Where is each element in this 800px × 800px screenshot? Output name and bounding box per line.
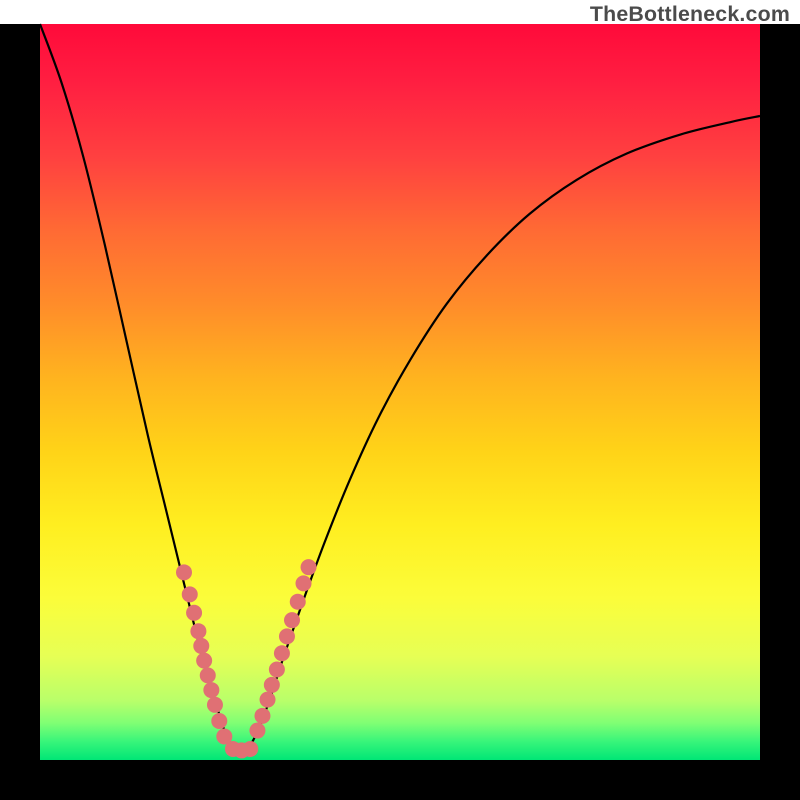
data-marker xyxy=(176,564,192,580)
data-marker xyxy=(182,586,198,602)
data-marker xyxy=(260,692,276,708)
frame-bottom xyxy=(0,760,800,800)
data-marker xyxy=(290,594,306,610)
data-marker xyxy=(249,723,265,739)
data-marker xyxy=(274,645,290,661)
chart-stage: TheBottleneck.com xyxy=(0,0,800,800)
bottleneck-chart-svg xyxy=(0,0,800,800)
data-marker xyxy=(190,623,206,639)
watermark-text: TheBottleneck.com xyxy=(590,2,790,27)
gradient-background xyxy=(40,24,760,760)
data-marker xyxy=(196,653,212,669)
frame-right xyxy=(760,24,800,800)
data-marker xyxy=(211,713,227,729)
data-marker xyxy=(193,638,209,654)
frame-left xyxy=(0,24,40,800)
data-marker xyxy=(301,559,317,575)
data-marker xyxy=(203,682,219,698)
data-marker xyxy=(254,708,270,724)
data-marker xyxy=(200,667,216,683)
data-marker xyxy=(207,697,223,713)
data-marker xyxy=(284,612,300,628)
data-marker xyxy=(264,677,280,693)
data-marker xyxy=(242,741,258,757)
data-marker xyxy=(296,575,312,591)
data-marker xyxy=(186,605,202,621)
data-marker xyxy=(269,661,285,677)
data-marker xyxy=(279,628,295,644)
